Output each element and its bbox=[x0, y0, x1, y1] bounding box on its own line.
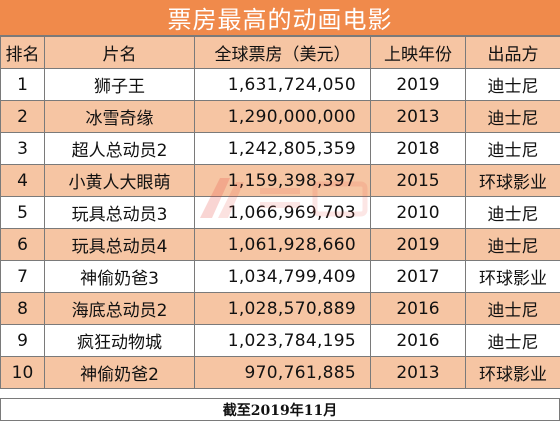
cell-rank: 5 bbox=[0, 196, 45, 229]
cell-year: 2013 bbox=[370, 100, 466, 133]
cell-title: 超人总动员2 bbox=[44, 132, 195, 165]
table-row: 3 超人总动员2 1,242,805,359 2018 迪士尼 bbox=[0, 132, 560, 165]
cell-title: 神偷奶爸2 bbox=[44, 356, 195, 389]
cell-studio: 迪士尼 bbox=[465, 292, 560, 325]
header-title: 片名 bbox=[44, 36, 195, 69]
cell-year: 2016 bbox=[370, 324, 466, 357]
cell-rank: 2 bbox=[0, 100, 45, 133]
cell-rank: 1 bbox=[0, 68, 45, 101]
cell-rank: 7 bbox=[0, 260, 45, 293]
table-footer: 截至2019年11月 bbox=[0, 398, 560, 421]
cell-year: 2016 bbox=[370, 292, 466, 325]
cell-studio: 迪士尼 bbox=[465, 324, 560, 357]
table-row: 9 疯狂动物城 1,023,784,195 2016 迪士尼 bbox=[0, 324, 560, 357]
cell-studio: 迪士尼 bbox=[465, 228, 560, 261]
cell-year: 2018 bbox=[370, 132, 466, 165]
cell-box-office: 1,242,805,359 bbox=[194, 132, 371, 165]
cell-title: 疯狂动物城 bbox=[44, 324, 195, 357]
header-box-office: 全球票房（美元） bbox=[194, 36, 371, 69]
table-row: 2 冰雪奇缘 1,290,000,000 2013 迪士尼 bbox=[0, 100, 560, 133]
table-row: 10 神偷奶爸2 970,761,885 2013 环球影业 bbox=[0, 356, 560, 389]
header-rank: 排名 bbox=[0, 36, 45, 69]
cell-title: 狮子王 bbox=[44, 68, 195, 101]
cell-studio: 环球影业 bbox=[465, 164, 560, 197]
cell-rank: 4 bbox=[0, 164, 45, 197]
cell-rank: 8 bbox=[0, 292, 45, 325]
cell-rank: 3 bbox=[0, 132, 45, 165]
cell-year: 2019 bbox=[370, 68, 466, 101]
cell-studio: 环球影业 bbox=[465, 356, 560, 389]
cell-rank: 9 bbox=[0, 324, 45, 357]
cell-box-office: 970,761,885 bbox=[194, 356, 371, 389]
cell-title: 海底总动员2 bbox=[44, 292, 195, 325]
cell-box-office: 1,023,784,195 bbox=[194, 324, 371, 357]
cell-studio: 迪士尼 bbox=[465, 100, 560, 133]
cell-box-office: 1,034,799,409 bbox=[194, 260, 371, 293]
header-studio: 出品方 bbox=[465, 36, 560, 69]
header-year: 上映年份 bbox=[370, 36, 466, 69]
cell-studio: 迪士尼 bbox=[465, 196, 560, 229]
table-title-bar: 票房最高的动画电影 bbox=[0, 0, 560, 36]
cell-year: 2017 bbox=[370, 260, 466, 293]
box-office-table: 排名 片名 全球票房（美元） 上映年份 出品方 1 狮子王 1,631,724,… bbox=[0, 36, 560, 389]
cell-rank: 10 bbox=[0, 356, 45, 389]
table-row: 7 神偷奶爸3 1,034,799,409 2017 环球影业 bbox=[0, 260, 560, 293]
cell-box-office: 1,290,000,000 bbox=[194, 100, 371, 133]
cell-title: 玩具总动员4 bbox=[44, 228, 195, 261]
cell-year: 2010 bbox=[370, 196, 466, 229]
table-row: 1 狮子王 1,631,724,050 2019 迪士尼 bbox=[0, 68, 560, 101]
table-row: 6 玩具总动员4 1,061,928,660 2019 迪士尼 bbox=[0, 228, 560, 261]
cell-box-office: 1,061,928,660 bbox=[194, 228, 371, 261]
table-row: 5 玩具总动员3 1,066,969,703 2010 迪士尼 bbox=[0, 196, 560, 229]
cell-studio: 迪士尼 bbox=[465, 132, 560, 165]
table-row: 4 小黄人大眼萌 1,159,398,397 2015 环球影业 bbox=[0, 164, 560, 197]
table-row: 8 海底总动员2 1,028,570,889 2016 迪士尼 bbox=[0, 292, 560, 325]
cell-studio: 环球影业 bbox=[465, 260, 560, 293]
cell-box-office: 1,066,969,703 bbox=[194, 196, 371, 229]
cell-box-office: 1,631,724,050 bbox=[194, 68, 371, 101]
cell-year: 2013 bbox=[370, 356, 466, 389]
cell-box-office: 1,028,570,889 bbox=[194, 292, 371, 325]
cell-studio: 迪士尼 bbox=[465, 68, 560, 101]
cell-rank: 6 bbox=[0, 228, 45, 261]
header-row: 排名 片名 全球票房（美元） 上映年份 出品方 bbox=[0, 36, 560, 69]
cell-year: 2015 bbox=[370, 164, 466, 197]
cell-title: 小黄人大眼萌 bbox=[44, 164, 195, 197]
cell-title: 冰雪奇缘 bbox=[44, 100, 195, 133]
footer-note: 截至2019年11月 bbox=[222, 402, 338, 419]
cell-year: 2019 bbox=[370, 228, 466, 261]
cell-box-office: 1,159,398,397 bbox=[194, 164, 371, 197]
cell-title: 玩具总动员3 bbox=[44, 196, 195, 229]
table-title: 票房最高的动画电影 bbox=[167, 6, 393, 34]
cell-title: 神偷奶爸3 bbox=[44, 260, 195, 293]
